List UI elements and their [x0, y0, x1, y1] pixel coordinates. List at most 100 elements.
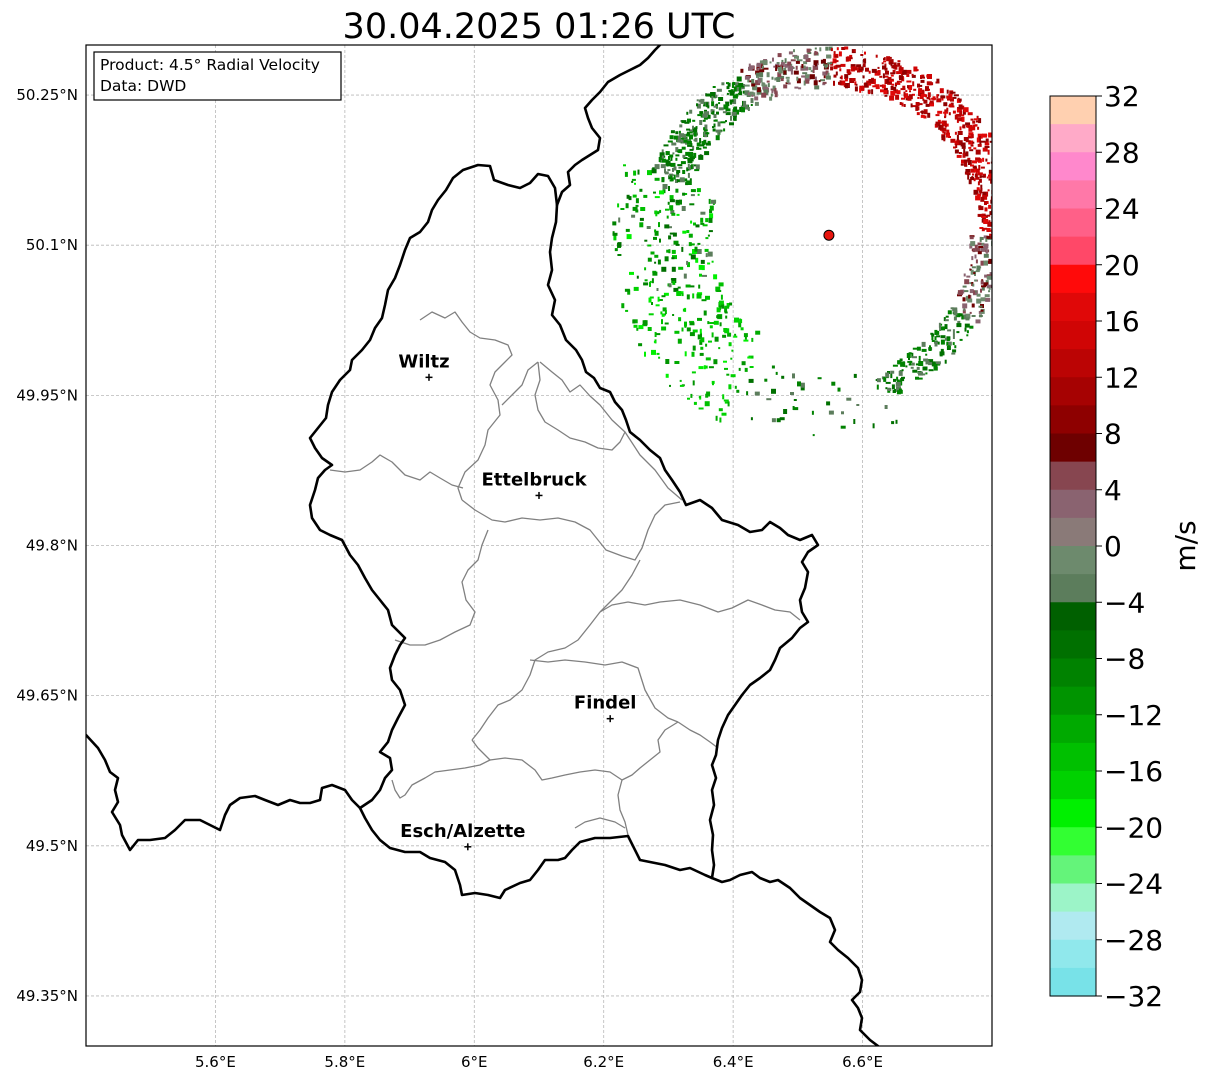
radar-echo-cell — [897, 360, 901, 365]
radar-echo-cell — [763, 67, 769, 70]
radar-echo-cell — [670, 174, 673, 178]
radar-echo-cell — [969, 325, 974, 329]
radar-echo-cell — [967, 112, 973, 116]
radar-echo-cell — [665, 151, 670, 156]
luxembourg-border — [308, 163, 820, 900]
radar-echo-cell — [765, 89, 768, 93]
radar-echo-cell — [662, 184, 668, 189]
radar-echo-cell — [956, 134, 959, 140]
radar-echo-cell — [684, 121, 690, 124]
radar-echo-cell — [675, 199, 680, 204]
radar-echo-cell — [698, 396, 701, 399]
radar-echo-cell — [705, 93, 711, 97]
radar-echo-cell — [656, 333, 661, 336]
radar-echo-cell — [968, 294, 971, 299]
radar-echo-cell — [970, 168, 976, 173]
radar-echo-cell — [859, 67, 862, 69]
radar-echo-cell — [828, 46, 833, 51]
radar-echo-cell — [939, 88, 944, 94]
radar-echo-cell — [683, 273, 687, 279]
radar-echo-cell — [740, 105, 745, 108]
radar-echo-cell — [781, 59, 784, 64]
radar-echo-cell — [757, 78, 761, 84]
radar-echo-cell — [998, 162, 1002, 166]
canton-boundary — [574, 817, 626, 829]
radar-echo-cell — [947, 329, 952, 332]
colorbar-tick-label: 20 — [1104, 249, 1140, 282]
radar-echo-cell — [658, 299, 663, 301]
radar-echo-cell — [980, 175, 986, 178]
radar-echo-cell — [730, 115, 732, 121]
radar-echo-cell — [673, 166, 677, 171]
radar-echo-cell — [663, 144, 669, 147]
radar-echo-cell — [853, 373, 857, 378]
radar-echo-cell — [752, 85, 758, 91]
radar-echo-cell — [702, 146, 707, 149]
radar-echo-cell — [988, 132, 992, 138]
radar-echo-cell — [974, 290, 977, 293]
radar-echo-cell — [970, 241, 976, 247]
radar-echo-cell — [709, 325, 713, 329]
radar-echo-cell — [952, 329, 955, 335]
radar-echo-cell — [912, 369, 918, 373]
radar-echo-cell — [978, 246, 984, 248]
radar-echo-cell — [713, 105, 718, 108]
radar-echo-cell — [961, 114, 965, 117]
radar-echo-cell — [724, 311, 728, 314]
radar-echo-cell — [653, 236, 657, 240]
radar-echo-cell — [954, 131, 957, 135]
radar-echo-cell — [707, 114, 711, 119]
radar-echo-cell — [917, 96, 920, 99]
radar-echo-cell — [822, 58, 826, 61]
radar-echo-cell — [743, 104, 749, 110]
radar-echo-cell — [1000, 175, 1005, 178]
radar-echo-cell — [750, 417, 753, 421]
city-ettelbruck: Ettelbruck — [481, 469, 588, 499]
radar-echo-cell — [941, 326, 945, 331]
radar-echo-cell — [672, 255, 677, 260]
radar-echo-cell — [996, 253, 1000, 256]
radar-echo-cell — [894, 64, 898, 70]
radar-echo-cell — [689, 167, 692, 171]
radar-echo-cell — [966, 334, 969, 337]
radar-echo-cell — [967, 174, 970, 180]
colorbar-cell — [1050, 771, 1096, 800]
radar-echo-cell — [688, 253, 692, 256]
radar-echo-cell — [746, 391, 749, 396]
radar-echo-cell — [702, 274, 707, 277]
radar-echo-cell — [678, 317, 682, 322]
radar-echo-cell — [936, 94, 939, 99]
radar-echo-cell — [725, 120, 727, 123]
radar-echo-cell — [974, 173, 978, 178]
radar-echo-cell — [660, 311, 663, 315]
radar-echo-cell — [787, 61, 792, 66]
radar-echo-cell — [968, 132, 974, 136]
radar-echo-cell — [612, 232, 618, 236]
radar-echo-cell — [666, 249, 671, 253]
radar-echo-cell — [661, 295, 666, 298]
radar-echo-cell — [965, 140, 971, 143]
radar-echo-cell — [663, 155, 666, 158]
radar-echo-cell — [809, 74, 815, 80]
radar-echo-cell — [1001, 179, 1006, 182]
radar-echo-cell — [847, 56, 851, 62]
radar-echo-cell — [748, 63, 751, 68]
radar-echo-cell — [712, 381, 714, 386]
radar-echo-cell — [983, 282, 989, 287]
radar-echo-cell — [824, 64, 827, 69]
radar-echo-cell — [783, 70, 787, 75]
radar-echo-cell — [1000, 174, 1004, 178]
radar-echo-cell — [728, 342, 732, 347]
radar-echo-cell — [704, 111, 710, 116]
radar-echo-cell — [815, 62, 817, 67]
lon-tick-label: 6°E — [461, 1053, 488, 1071]
radar-echo-cell — [912, 347, 918, 350]
radar-echo-cell — [965, 122, 971, 126]
radar-echo-cell — [686, 128, 691, 131]
radar-echo-cell — [864, 82, 868, 88]
radar-echo-cell — [839, 80, 842, 86]
radar-echo-cell — [971, 126, 976, 131]
colorbar-unit-label: m/s — [1169, 520, 1202, 571]
radar-echo-cell — [989, 140, 992, 143]
radar-echo-cell — [879, 75, 883, 78]
